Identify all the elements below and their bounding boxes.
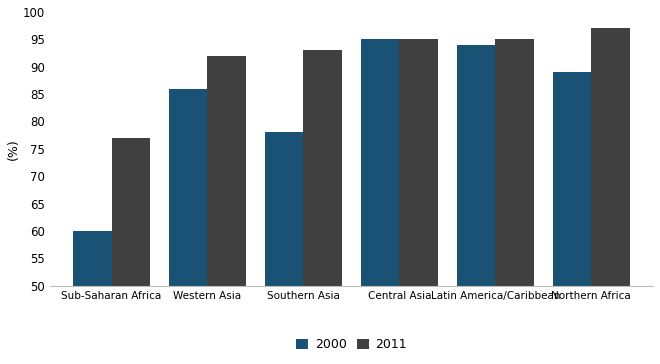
- Bar: [553, 72, 591, 364]
- Bar: [73, 231, 112, 364]
- Legend: 2000, 2011: 2000, 2011: [291, 333, 412, 356]
- Bar: [207, 56, 246, 364]
- Bar: [399, 39, 438, 364]
- Bar: [265, 132, 304, 364]
- Bar: [112, 138, 150, 364]
- Bar: [496, 39, 534, 364]
- Bar: [361, 39, 399, 364]
- Bar: [457, 45, 496, 364]
- Bar: [304, 50, 342, 364]
- Bar: [591, 28, 630, 364]
- Bar: [169, 88, 207, 364]
- Y-axis label: (%): (%): [7, 138, 20, 160]
